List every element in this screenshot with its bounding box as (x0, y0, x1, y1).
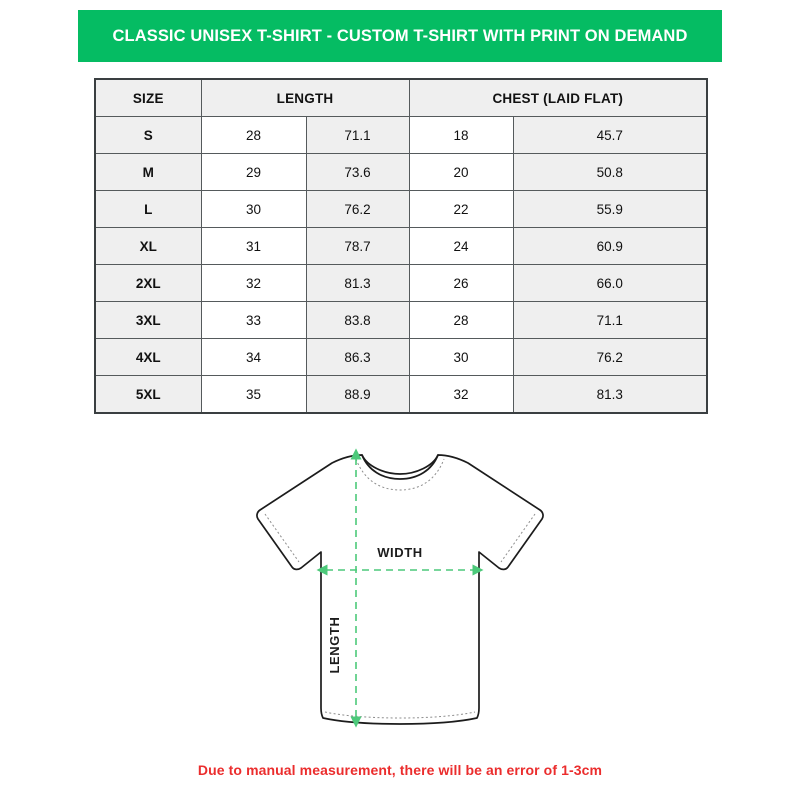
collar-stitch (355, 458, 445, 491)
cell-length-cm: 88.9 (305, 375, 410, 414)
cell-chest-in: 32 (408, 375, 514, 414)
cell-chest-in: 28 (408, 301, 514, 339)
table-row: 4XL 34 86.3 30 76.2 (94, 338, 708, 376)
length-label: LENGTH (327, 616, 342, 673)
cell-chest-cm: 71.1 (512, 301, 708, 339)
page-title: CLASSIC UNISEX T-SHIRT - CUSTOM T-SHIRT … (112, 26, 688, 45)
cell-length-in: 32 (200, 264, 307, 302)
header-size: SIZE (94, 78, 202, 117)
cell-length-cm: 86.3 (305, 338, 410, 376)
size-chart-table: SIZE LENGTH CHEST (LAID FLAT) S 28 71.1 … (94, 78, 709, 414)
cell-chest-in: 20 (408, 153, 514, 191)
cell-chest-in: 18 (408, 116, 514, 154)
cell-size: 2XL (94, 264, 202, 302)
cell-length-in: 31 (200, 227, 307, 265)
table-row: L 30 76.2 22 55.9 (94, 190, 708, 228)
cell-length-cm: 73.6 (305, 153, 410, 191)
cell-length-cm: 78.7 (305, 227, 410, 265)
cell-chest-cm: 55.9 (512, 190, 708, 228)
table-row: M 29 73.6 20 50.8 (94, 153, 708, 191)
cell-chest-cm: 45.7 (512, 116, 708, 154)
cell-length-cm: 83.8 (305, 301, 410, 339)
cell-length-in: 28 (200, 116, 307, 154)
table-row: 3XL 33 83.8 28 71.1 (94, 301, 708, 339)
right-cuff-stitch (500, 513, 536, 563)
cell-length-in: 29 (200, 153, 307, 191)
cell-size: XL (94, 227, 202, 265)
measurement-disclaimer: Due to manual measurement, there will be… (197, 762, 603, 778)
cell-length-in: 33 (200, 301, 307, 339)
cell-size: 3XL (94, 301, 202, 339)
cell-length-in: 30 (200, 190, 307, 228)
collar-band (361, 454, 439, 480)
table-row: XL 31 78.7 24 60.9 (94, 227, 708, 265)
page-header-banner: CLASSIC UNISEX T-SHIRT - CUSTOM T-SHIRT … (78, 10, 722, 62)
hem-stitch (324, 711, 476, 719)
table-header-row: SIZE LENGTH CHEST (LAID FLAT) (94, 78, 708, 117)
cell-length-in: 34 (200, 338, 307, 376)
cell-chest-cm: 50.8 (512, 153, 708, 191)
header-chest: CHEST (LAID FLAT) (408, 78, 708, 117)
cell-size: M (94, 153, 202, 191)
table-row: S 28 71.1 18 45.7 (94, 116, 708, 154)
table-row: 2XL 32 81.3 26 66.0 (94, 264, 708, 302)
table-row: 5XL 35 88.9 32 81.3 (94, 375, 708, 414)
cell-chest-cm: 66.0 (512, 264, 708, 302)
tshirt-outline-icon (256, 454, 544, 725)
cell-chest-in: 30 (408, 338, 514, 376)
cell-size: S (94, 116, 202, 154)
width-label: WIDTH (377, 545, 423, 560)
cell-chest-in: 26 (408, 264, 514, 302)
table-body: S 28 71.1 18 45.7 M 29 73.6 20 50.8 L 30… (94, 116, 708, 414)
cell-chest-cm: 76.2 (512, 338, 708, 376)
header-length: LENGTH (200, 78, 410, 117)
cell-size: 5XL (94, 375, 202, 414)
left-cuff-stitch (264, 513, 300, 563)
cell-length-cm: 71.1 (305, 116, 410, 154)
cell-chest-cm: 81.3 (512, 375, 708, 414)
cell-chest-cm: 60.9 (512, 227, 708, 265)
cell-length-cm: 76.2 (305, 190, 410, 228)
cell-size: 4XL (94, 338, 202, 376)
cell-length-cm: 81.3 (305, 264, 410, 302)
cell-size: L (94, 190, 202, 228)
tshirt-measurement-diagram: WIDTH LENGTH (230, 440, 570, 750)
cell-chest-in: 22 (408, 190, 514, 228)
cell-length-in: 35 (200, 375, 307, 414)
cell-chest-in: 24 (408, 227, 514, 265)
